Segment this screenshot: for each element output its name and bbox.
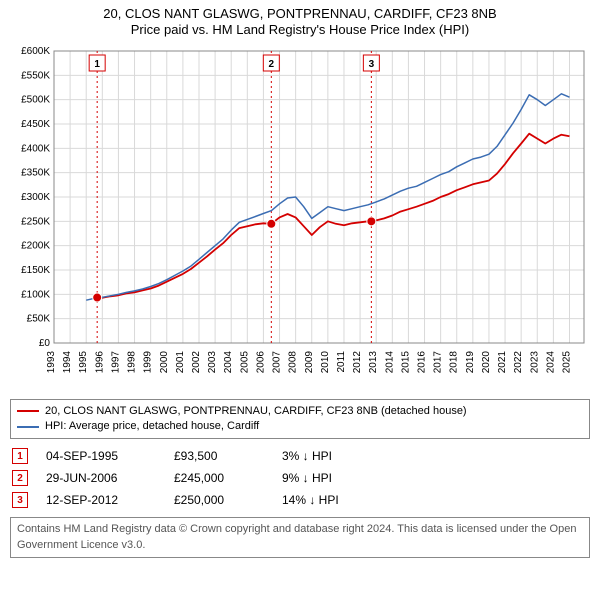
sale-date: 12-SEP-2012 (46, 493, 156, 507)
sales-row: 1 04-SEP-1995 £93,500 3% ↓ HPI (10, 445, 590, 467)
svg-text:2009: 2009 (304, 350, 315, 373)
chart: £0 £50K £100K £150K £200K £250K £300K £350K £400… (10, 43, 590, 393)
legend-swatch-hpi (17, 426, 39, 428)
sales-table: 1 04-SEP-1995 £93,500 3% ↓ HPI 2 29-JUN-2006 £… (10, 445, 590, 511)
sale-marker-box: 3 (12, 492, 28, 508)
sale-diff: 9% ↓ HPI (282, 471, 382, 485)
svg-text:2010: 2010 (320, 350, 331, 373)
svg-text:2020: 2020 (481, 350, 492, 373)
svg-text:£100K: £100K (21, 289, 50, 300)
svg-text:2001: 2001 (175, 350, 186, 373)
svg-text:£500K: £500K (21, 94, 50, 105)
svg-text:1994: 1994 (62, 350, 73, 373)
svg-text:3: 3 (369, 59, 375, 70)
page-root: 20, CLOS NANT GLASWG, PONTPRENNAU, CARDI… (0, 0, 600, 568)
sale-date: 04-SEP-1995 (46, 449, 156, 463)
svg-text:2006: 2006 (255, 350, 266, 373)
svg-text:1: 1 (94, 59, 100, 70)
svg-text:2015: 2015 (400, 350, 411, 373)
svg-text:2017: 2017 (433, 350, 444, 373)
sale-diff: 3% ↓ HPI (282, 449, 382, 463)
sales-row: 2 29-JUN-2006 £245,000 9% ↓ HPI (10, 467, 590, 489)
svg-text:1997: 1997 (110, 350, 121, 373)
svg-text:2012: 2012 (352, 350, 363, 373)
svg-text:2014: 2014 (384, 350, 395, 373)
svg-text:2018: 2018 (449, 350, 460, 373)
legend-row-property: 20, CLOS NANT GLASWG, PONTPRENNAU, CARDI… (17, 404, 583, 419)
chart-svg: £0 £50K £100K £150K £200K £250K £300K £350K £400… (10, 43, 590, 393)
svg-text:2016: 2016 (417, 350, 428, 373)
legend-swatch-property (17, 410, 39, 412)
sale-price: £250,000 (174, 493, 264, 507)
svg-text:2019: 2019 (465, 350, 476, 373)
legend: 20, CLOS NANT GLASWG, PONTPRENNAU, CARDI… (10, 399, 590, 440)
svg-text:1996: 1996 (94, 350, 105, 373)
svg-text:£250K: £250K (21, 216, 50, 227)
svg-text:£0: £0 (39, 338, 51, 349)
sale-price: £93,500 (174, 449, 264, 463)
legend-label-hpi: HPI: Average price, detached house, Card… (45, 419, 259, 434)
svg-text:2: 2 (269, 59, 275, 70)
svg-text:1995: 1995 (78, 350, 89, 373)
sale-date: 29-JUN-2006 (46, 471, 156, 485)
svg-text:2005: 2005 (239, 350, 250, 373)
legend-label-property: 20, CLOS NANT GLASWG, PONTPRENNAU, CARDI… (45, 404, 467, 419)
svg-text:1999: 1999 (143, 350, 154, 373)
svg-text:2000: 2000 (159, 350, 170, 373)
svg-text:2022: 2022 (513, 350, 524, 373)
svg-text:2008: 2008 (288, 350, 299, 373)
svg-text:£400K: £400K (21, 143, 50, 154)
title-line-1: 20, CLOS NANT GLASWG, PONTPRENNAU, CARDI… (10, 6, 590, 22)
svg-text:1993: 1993 (46, 350, 57, 373)
legend-row-hpi: HPI: Average price, detached house, Card… (17, 419, 583, 434)
svg-text:£300K: £300K (21, 192, 50, 203)
svg-text:£600K: £600K (21, 46, 50, 57)
svg-text:2021: 2021 (497, 350, 508, 373)
title-line-2: Price paid vs. HM Land Registry's House … (10, 22, 590, 38)
sale-marker-box: 1 (12, 448, 28, 464)
sale-price: £245,000 (174, 471, 264, 485)
svg-text:2023: 2023 (529, 350, 540, 373)
svg-text:2024: 2024 (545, 350, 556, 373)
svg-text:1998: 1998 (127, 350, 138, 373)
sale-marker-box: 2 (12, 470, 28, 486)
svg-text:£450K: £450K (21, 119, 50, 130)
svg-text:2002: 2002 (191, 350, 202, 373)
svg-text:£50K: £50K (27, 313, 51, 324)
sales-row: 3 12-SEP-2012 £250,000 14% ↓ HPI (10, 489, 590, 511)
svg-text:2004: 2004 (223, 350, 234, 373)
sale-diff: 14% ↓ HPI (282, 493, 382, 507)
svg-text:2011: 2011 (336, 350, 347, 372)
svg-text:2007: 2007 (272, 350, 283, 373)
svg-text:2013: 2013 (368, 350, 379, 373)
svg-text:£350K: £350K (21, 167, 50, 178)
attribution: Contains HM Land Registry data © Crown c… (10, 517, 590, 558)
svg-text:£550K: £550K (21, 70, 50, 81)
svg-text:£150K: £150K (21, 265, 50, 276)
svg-text:2025: 2025 (562, 350, 573, 373)
svg-text:2003: 2003 (207, 350, 218, 373)
svg-text:£200K: £200K (21, 240, 50, 251)
